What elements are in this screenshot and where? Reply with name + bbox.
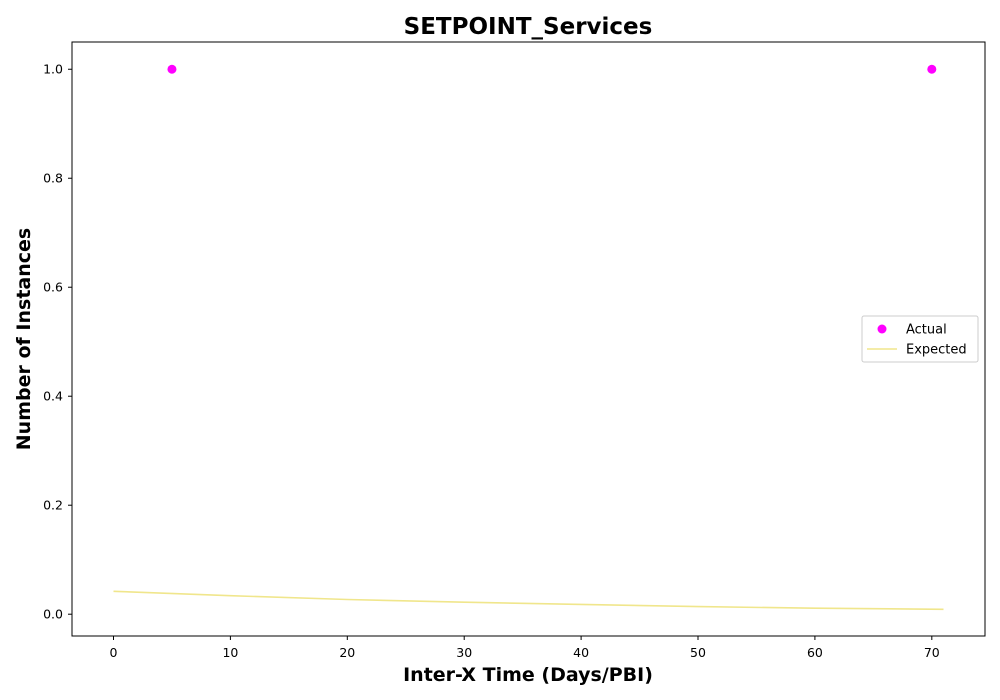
- x-axis-label: Inter-X Time (Days/PBI): [403, 664, 653, 686]
- x-axis-ticks: 0 10 20 30 40 50 60 70: [110, 636, 940, 660]
- y-axis-ticks: 0.0 0.2 0.4 0.6 0.8 1.0: [43, 62, 72, 622]
- plot-frame: [71, 41, 986, 637]
- x-tick-label: 30: [456, 645, 472, 660]
- y-tick-label: 0.2: [43, 498, 63, 513]
- x-tick-label: 0: [110, 645, 118, 660]
- legend-box: [861, 315, 979, 363]
- x-tick-label: 40: [573, 645, 589, 660]
- legend: Actual Expected: [861, 315, 979, 363]
- plot-layer: [113, 64, 944, 611]
- actual-point: [927, 64, 937, 74]
- y-tick-label: 0.4: [43, 389, 63, 404]
- y-tick-label: 0.0: [43, 607, 63, 622]
- y-tick-label: 0.6: [43, 280, 63, 295]
- legend-label: Actual: [906, 323, 947, 338]
- x-tick-label: 60: [807, 645, 823, 660]
- x-tick-label: 10: [222, 645, 238, 660]
- actual-point: [167, 64, 177, 74]
- y-tick-label: 0.8: [43, 171, 63, 186]
- x-tick-label: 70: [924, 645, 940, 660]
- legend-label: Expected: [906, 343, 967, 358]
- x-tick-label: 50: [690, 645, 706, 660]
- chart-title: SETPOINT_Services: [404, 14, 653, 40]
- legend-marker-swatch: [877, 324, 887, 334]
- y-tick-label: 1.0: [43, 62, 63, 77]
- expected-line: [113, 590, 944, 611]
- x-tick-label: 20: [339, 645, 355, 660]
- y-axis-label: Number of Instances: [13, 228, 35, 450]
